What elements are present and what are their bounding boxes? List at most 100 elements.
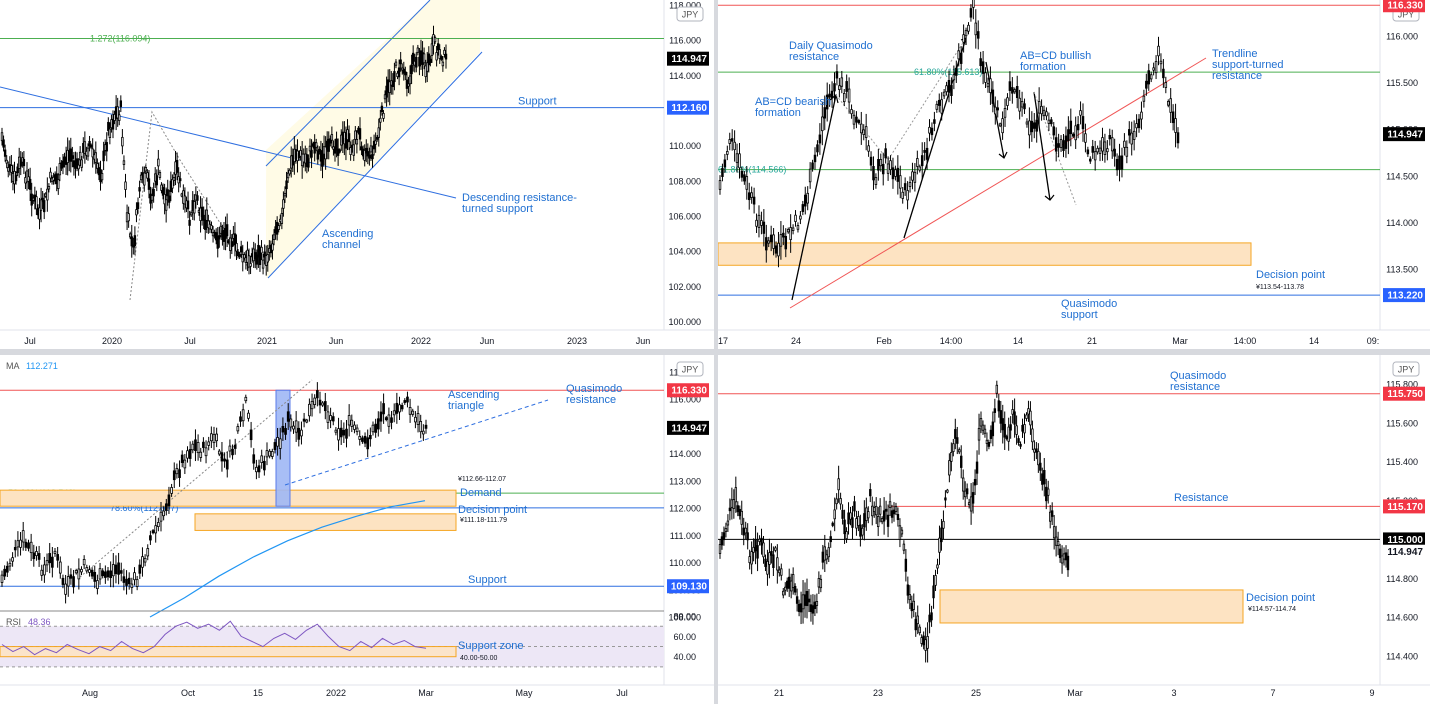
monthly-candle xyxy=(7,167,10,172)
h4-candle xyxy=(334,429,338,433)
h1-candle xyxy=(924,639,927,651)
daily-candle xyxy=(1159,60,1163,65)
h1-candle xyxy=(1066,555,1070,571)
y-tick-label: 114.600 xyxy=(1386,613,1418,623)
usdjpy-h4-chart-panel[interactable]: MA112.27150.00%(112.549)78.60%(112.007)S… xyxy=(0,355,714,704)
daily-candle xyxy=(799,215,802,220)
daily-candle xyxy=(1079,110,1082,116)
h4-candle xyxy=(64,583,67,595)
usdjpy-daily-chart-panel[interactable]: 61.80%(115.613) 61.80%(114.566) Daily Quas… xyxy=(718,0,1430,349)
monthly-candle xyxy=(138,187,141,192)
daily-candle xyxy=(821,116,824,132)
monthly-candle xyxy=(260,246,263,254)
monthly-candle xyxy=(179,178,182,182)
h4-candle xyxy=(347,415,351,426)
h1-candle xyxy=(1027,408,1030,415)
price-badge: 114.947 xyxy=(671,423,707,434)
x-tick-label: 2022 xyxy=(326,688,346,698)
daily-candle xyxy=(1086,149,1090,155)
daily-candle xyxy=(984,72,987,83)
daily-candle xyxy=(789,227,792,240)
usdjpy-h1-chart-panel[interactable]: Quasimodo resistance Resistance Decision po… xyxy=(718,355,1430,704)
h1-candle xyxy=(981,424,985,431)
decision-point-range: ¥114.57-114.74 xyxy=(1248,606,1296,613)
horizontal-divider[interactable] xyxy=(0,349,1430,355)
h1-candle xyxy=(1029,410,1032,426)
h1-candle xyxy=(985,439,989,444)
descending-label-line2: turned support xyxy=(462,203,533,215)
h1-candle xyxy=(750,551,753,565)
daily-candle xyxy=(855,116,858,123)
monthly-candle xyxy=(347,133,351,143)
monthly-candle xyxy=(263,251,266,258)
price-badge-bg xyxy=(1383,0,1425,13)
daily-candle xyxy=(1064,135,1068,149)
h1-candle xyxy=(718,544,722,554)
monthly-candle xyxy=(441,61,445,67)
daily-candle xyxy=(733,141,736,151)
daily-candle xyxy=(813,154,817,163)
h4-candle xyxy=(236,426,240,432)
daily-candle xyxy=(967,24,970,32)
decision-point-range: ¥111.18-111.79 xyxy=(460,517,507,524)
daily-candle xyxy=(850,109,853,115)
monthly-candle xyxy=(316,150,320,160)
monthly-candle xyxy=(377,127,380,138)
qm-resistance-label-2: resistance xyxy=(566,394,616,406)
h1-candle xyxy=(871,505,874,517)
daily-candle xyxy=(721,168,724,177)
daily-candle xyxy=(869,156,873,166)
h1-candle xyxy=(1062,553,1066,560)
h4-candle xyxy=(331,416,335,422)
h4-candle xyxy=(419,421,423,433)
h1-candle xyxy=(811,605,815,614)
monthly-candle xyxy=(435,52,438,61)
h1-candle xyxy=(940,527,943,543)
daily-candle xyxy=(1069,120,1073,135)
h1-candle xyxy=(789,580,793,592)
x-tick-label: 2023 xyxy=(567,336,587,346)
h4-candle xyxy=(374,423,377,433)
monthly-candle xyxy=(271,243,274,251)
monthly-candle xyxy=(3,149,7,157)
price-badge-bg xyxy=(1383,288,1425,303)
y-tick-label: 114.000 xyxy=(669,449,701,459)
y-tick-label: 116.000 xyxy=(669,395,701,405)
h4-candle xyxy=(400,404,404,410)
h4-candle xyxy=(66,576,70,587)
x-tick-label: May xyxy=(515,688,533,698)
monthly-candle xyxy=(172,177,176,181)
daily-candle xyxy=(791,227,795,232)
daily-candle xyxy=(867,145,870,152)
monthly-candle xyxy=(433,37,437,43)
price-badge-bg xyxy=(667,579,709,594)
daily-candle xyxy=(786,229,790,233)
daily-candle xyxy=(1042,109,1046,116)
h1-candle xyxy=(770,551,773,556)
monthly-candle xyxy=(282,199,285,209)
daily-candle xyxy=(752,196,756,205)
usdjpy-monthly-chart-panel[interactable]: 1.272(116.094) Support Descending resistan… xyxy=(0,0,714,349)
usdjpy-monthly-chart: 1.272(116.094) Support Descending resistan… xyxy=(0,0,714,349)
h1-candle xyxy=(876,516,880,528)
h1-candle xyxy=(805,590,809,607)
x-tick-label: 09: xyxy=(1367,336,1380,346)
qm-resistance-label-1: Quasimodo xyxy=(566,383,622,395)
h1-candle xyxy=(993,408,997,413)
h1-candle xyxy=(969,496,973,512)
x-tick-label: 25 xyxy=(971,688,981,698)
daily-candle xyxy=(901,191,904,199)
h4-candle xyxy=(353,424,356,430)
daily-candle xyxy=(938,99,941,106)
monthly-candle xyxy=(83,141,87,154)
h4-candle xyxy=(146,548,150,557)
daily-candle xyxy=(1137,118,1141,129)
monthly-candle xyxy=(438,49,441,59)
monthly-candle xyxy=(210,225,213,230)
monthly-candle xyxy=(96,163,99,169)
daily-candle xyxy=(723,159,727,168)
daily-candle xyxy=(957,50,960,60)
h4-candle xyxy=(27,542,30,549)
h1-candle xyxy=(728,507,732,512)
h1-candle xyxy=(859,524,862,537)
